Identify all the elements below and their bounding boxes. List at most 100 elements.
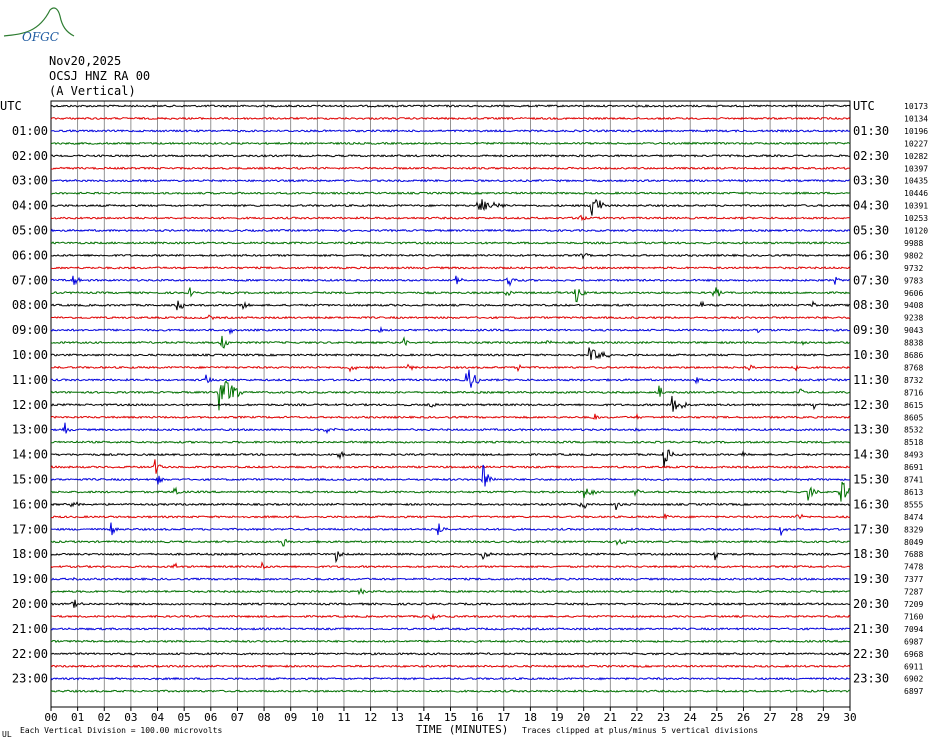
trace-offset-26: 8532 bbox=[904, 426, 923, 435]
header-date: Nov20,2025 bbox=[49, 54, 122, 68]
right-time-label-4: 02:30 bbox=[853, 149, 889, 163]
trace-38 bbox=[50, 576, 851, 582]
right-time-label-8: 04:30 bbox=[853, 199, 889, 213]
x-tick-label-1: 01 bbox=[71, 711, 84, 724]
right-time-label-28: 14:30 bbox=[853, 448, 889, 462]
trace-offset-24: 8615 bbox=[904, 401, 923, 410]
corner-mark: UL bbox=[2, 730, 12, 739]
right-time-label-44: 22:30 bbox=[853, 647, 889, 661]
left-time-label-38: 19:00 bbox=[12, 572, 48, 586]
right-time-label-30: 15:30 bbox=[853, 473, 889, 487]
x-tick-label-12: 12 bbox=[364, 711, 377, 724]
trace-offset-29: 8691 bbox=[904, 463, 923, 472]
trace-offset-36: 7688 bbox=[904, 550, 923, 559]
trace-42 bbox=[50, 627, 851, 631]
trace-offset-12: 9802 bbox=[904, 251, 923, 260]
x-tick-label-13: 13 bbox=[391, 711, 404, 724]
trace-9 bbox=[50, 214, 851, 222]
trace-11 bbox=[50, 241, 851, 245]
trace-44 bbox=[50, 652, 851, 656]
x-tick-label-27: 27 bbox=[763, 711, 776, 724]
trace-3 bbox=[50, 141, 851, 146]
trace-19 bbox=[50, 335, 851, 349]
x-tick-label-15: 15 bbox=[444, 711, 457, 724]
trace-18 bbox=[50, 325, 850, 336]
trace-20 bbox=[50, 347, 851, 361]
x-tick-label-8: 08 bbox=[257, 711, 270, 724]
left-time-label-14: 07:00 bbox=[12, 273, 48, 287]
trace-37 bbox=[50, 561, 851, 570]
left-time-label-42: 21:00 bbox=[12, 622, 48, 636]
x-tick-label-28: 28 bbox=[790, 711, 803, 724]
trace-28 bbox=[50, 449, 851, 468]
right-time-label-16: 08:30 bbox=[853, 298, 889, 312]
trace-offset-31: 8613 bbox=[904, 488, 923, 497]
ofgc-logo: OFGC bbox=[3, 7, 75, 44]
x-tick-label-9: 09 bbox=[284, 711, 297, 724]
trace-offset-41: 7160 bbox=[904, 612, 923, 621]
right-time-label-32: 16:30 bbox=[853, 497, 889, 511]
trace-32 bbox=[50, 501, 851, 511]
trace-offset-18: 9043 bbox=[904, 326, 923, 335]
trace-24 bbox=[50, 395, 851, 412]
right-time-label-12: 06:30 bbox=[853, 248, 889, 262]
x-tick-label-2: 02 bbox=[98, 711, 111, 724]
right-time-label-0: UTC bbox=[853, 99, 875, 113]
x-tick-label-29: 29 bbox=[817, 711, 830, 724]
right-time-label-40: 20:30 bbox=[853, 597, 889, 611]
x-tick-label-22: 22 bbox=[630, 711, 643, 724]
trace-15 bbox=[51, 287, 851, 303]
right-time-label-18: 09:30 bbox=[853, 323, 889, 337]
x-tick-label-7: 07 bbox=[231, 711, 244, 724]
right-time-label-22: 11:30 bbox=[853, 373, 889, 387]
x-tick-label-30: 30 bbox=[843, 711, 856, 724]
left-time-label-10: 05:00 bbox=[12, 224, 48, 238]
right-time-label-6: 03:30 bbox=[853, 174, 889, 188]
trace-offset-17: 9238 bbox=[904, 314, 923, 323]
left-time-label-36: 18:00 bbox=[12, 547, 48, 561]
left-time-label-26: 13:00 bbox=[12, 423, 48, 437]
traces bbox=[50, 104, 851, 693]
time-labels: UTC UTC 10173 10134 01:00 01:30 10196 10227 02:0… bbox=[0, 99, 928, 696]
left-time-label-34: 17:00 bbox=[12, 522, 48, 536]
trace-22 bbox=[50, 369, 850, 388]
left-time-label-20: 10:00 bbox=[12, 348, 48, 362]
x-tick-label-3: 03 bbox=[124, 711, 137, 724]
footer-clip-note: Traces clipped at plus/minus 5 vertical … bbox=[522, 726, 758, 735]
trace-offset-32: 8555 bbox=[904, 500, 923, 509]
trace-offset-2: 10196 bbox=[904, 127, 928, 136]
trace-offset-40: 7209 bbox=[904, 600, 923, 609]
trace-17 bbox=[50, 314, 851, 321]
x-tick-label-18: 18 bbox=[524, 711, 537, 724]
trace-27 bbox=[51, 440, 851, 444]
right-time-label-36: 18:30 bbox=[853, 547, 889, 561]
right-time-label-2: 01:30 bbox=[853, 124, 889, 138]
left-time-label-24: 12:00 bbox=[12, 398, 48, 412]
trace-offset-4: 10282 bbox=[904, 152, 928, 161]
trace-39 bbox=[50, 587, 851, 596]
left-time-label-22: 11:00 bbox=[12, 373, 48, 387]
trace-21 bbox=[50, 363, 851, 373]
x-tick-label-14: 14 bbox=[417, 711, 431, 724]
trace-offset-25: 8605 bbox=[904, 413, 923, 422]
right-time-label-34: 17:30 bbox=[853, 522, 889, 536]
trace-30 bbox=[50, 464, 851, 487]
trace-offset-35: 8049 bbox=[904, 538, 923, 547]
trace-offset-9: 10253 bbox=[904, 214, 928, 223]
left-time-label-32: 16:00 bbox=[12, 497, 48, 511]
trace-35 bbox=[50, 538, 851, 547]
trace-46 bbox=[50, 676, 851, 681]
trace-offset-13: 9732 bbox=[904, 264, 923, 273]
trace-offset-47: 6897 bbox=[904, 687, 923, 696]
left-time-label-16: 08:00 bbox=[12, 298, 48, 312]
trace-14 bbox=[50, 275, 851, 287]
trace-offset-10: 10120 bbox=[904, 227, 928, 236]
left-time-label-30: 15:00 bbox=[12, 473, 48, 487]
trace-43 bbox=[50, 639, 851, 644]
trace-offset-33: 8474 bbox=[904, 513, 923, 522]
trace-offset-39: 7287 bbox=[904, 588, 923, 597]
x-tick-label-23: 23 bbox=[657, 711, 670, 724]
trace-5 bbox=[50, 166, 851, 171]
trace-offset-30: 8741 bbox=[904, 476, 923, 485]
